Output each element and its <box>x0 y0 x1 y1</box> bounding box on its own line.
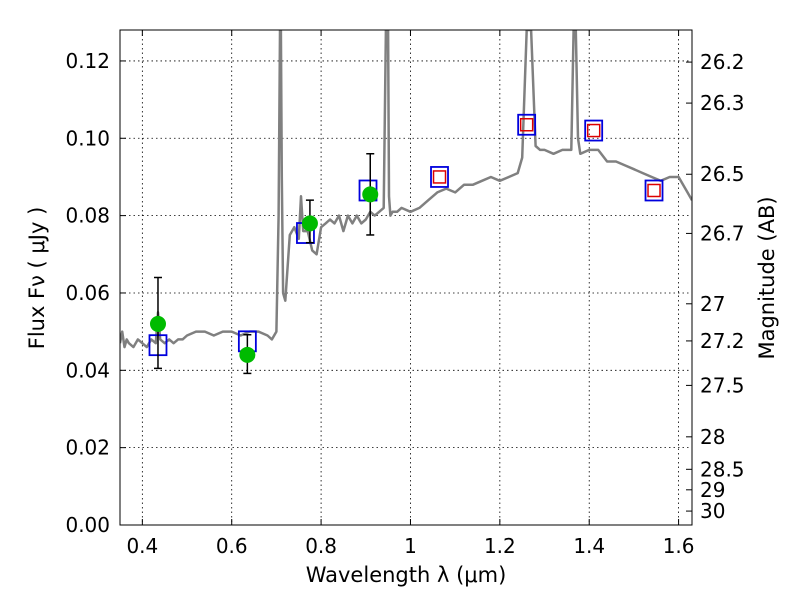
model-photometry-box <box>517 113 537 136</box>
y-axis-right-label: Magnitude (AB) <box>755 196 779 359</box>
model-photometry-inner-box <box>586 123 601 138</box>
right-tick-label: 29 <box>700 478 725 502</box>
observed-point <box>149 315 166 332</box>
x-tick-label: 0.8 <box>305 534 337 558</box>
grid-lines <box>120 30 692 525</box>
right-tick-label: 26.3 <box>700 91 745 115</box>
model-photometry-inner-box <box>647 183 661 198</box>
plot-area <box>120 30 692 375</box>
model-spectrum-line <box>120 30 692 349</box>
y-tick-label: 0.04 <box>65 358 110 382</box>
right-tick-label: 28 <box>700 425 725 449</box>
x-tick-label: 0.6 <box>216 534 248 558</box>
y-tick-label: 0.08 <box>65 204 110 228</box>
y-tick-label: 0.02 <box>65 436 110 460</box>
right-tick-label: 27.2 <box>700 329 745 353</box>
right-tick-label: 28.5 <box>700 457 745 481</box>
y-tick-label: 0.00 <box>65 513 110 537</box>
right-tick-label: 26.2 <box>700 50 745 74</box>
right-tick-label: 26.7 <box>700 221 745 245</box>
y-tick-label: 0.10 <box>65 126 110 150</box>
right-tick-label: 27.5 <box>700 373 745 397</box>
model-photometry-box <box>644 179 664 202</box>
y-tick-label: 0.12 <box>65 49 110 73</box>
observed-point <box>301 215 318 232</box>
model-photometry-inner-box <box>519 117 534 132</box>
right-tick-label: 26.5 <box>700 162 745 186</box>
axes-frame <box>119 29 693 526</box>
observed-point <box>362 186 379 203</box>
y-axis-label: Flux Fν ( μJy ) <box>25 207 49 350</box>
model-photometry-inner-box <box>432 170 447 184</box>
x-tick-label: 0.4 <box>126 534 158 558</box>
model-photometry-box <box>430 166 449 188</box>
x-tick-label: 1.2 <box>484 534 516 558</box>
x-axis-label: Wavelength λ (μm) <box>306 563 507 587</box>
right-tick-label: 27 <box>700 292 725 316</box>
axis-ticks: 0.4 0.6 0.8 1 1.2 1.4 1.6 0.00 0.02 0.04 0.06 0.08 0… <box>65 30 745 558</box>
observed-point <box>239 346 256 363</box>
right-tick-label: 30 <box>700 499 725 523</box>
x-tick-label: 1.6 <box>663 534 695 558</box>
x-tick-label: 1 <box>404 534 417 558</box>
y-tick-label: 0.06 <box>65 281 110 305</box>
x-tick-label: 1.4 <box>573 534 605 558</box>
model-photometry-box <box>584 119 604 142</box>
